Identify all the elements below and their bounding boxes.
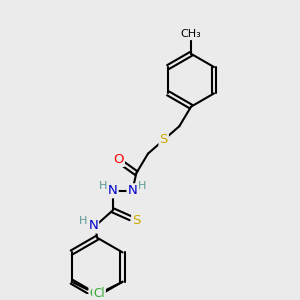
Text: H: H — [79, 216, 88, 226]
Text: H: H — [99, 181, 107, 191]
Text: Cl: Cl — [89, 287, 101, 300]
Text: O: O — [113, 153, 124, 166]
Text: S: S — [132, 214, 140, 226]
Text: CH₃: CH₃ — [181, 29, 202, 39]
Text: N: N — [108, 184, 118, 197]
Text: N: N — [88, 220, 98, 232]
Text: S: S — [160, 134, 168, 146]
Text: Cl: Cl — [93, 287, 105, 300]
Text: N: N — [128, 184, 137, 197]
Text: H: H — [138, 181, 146, 191]
